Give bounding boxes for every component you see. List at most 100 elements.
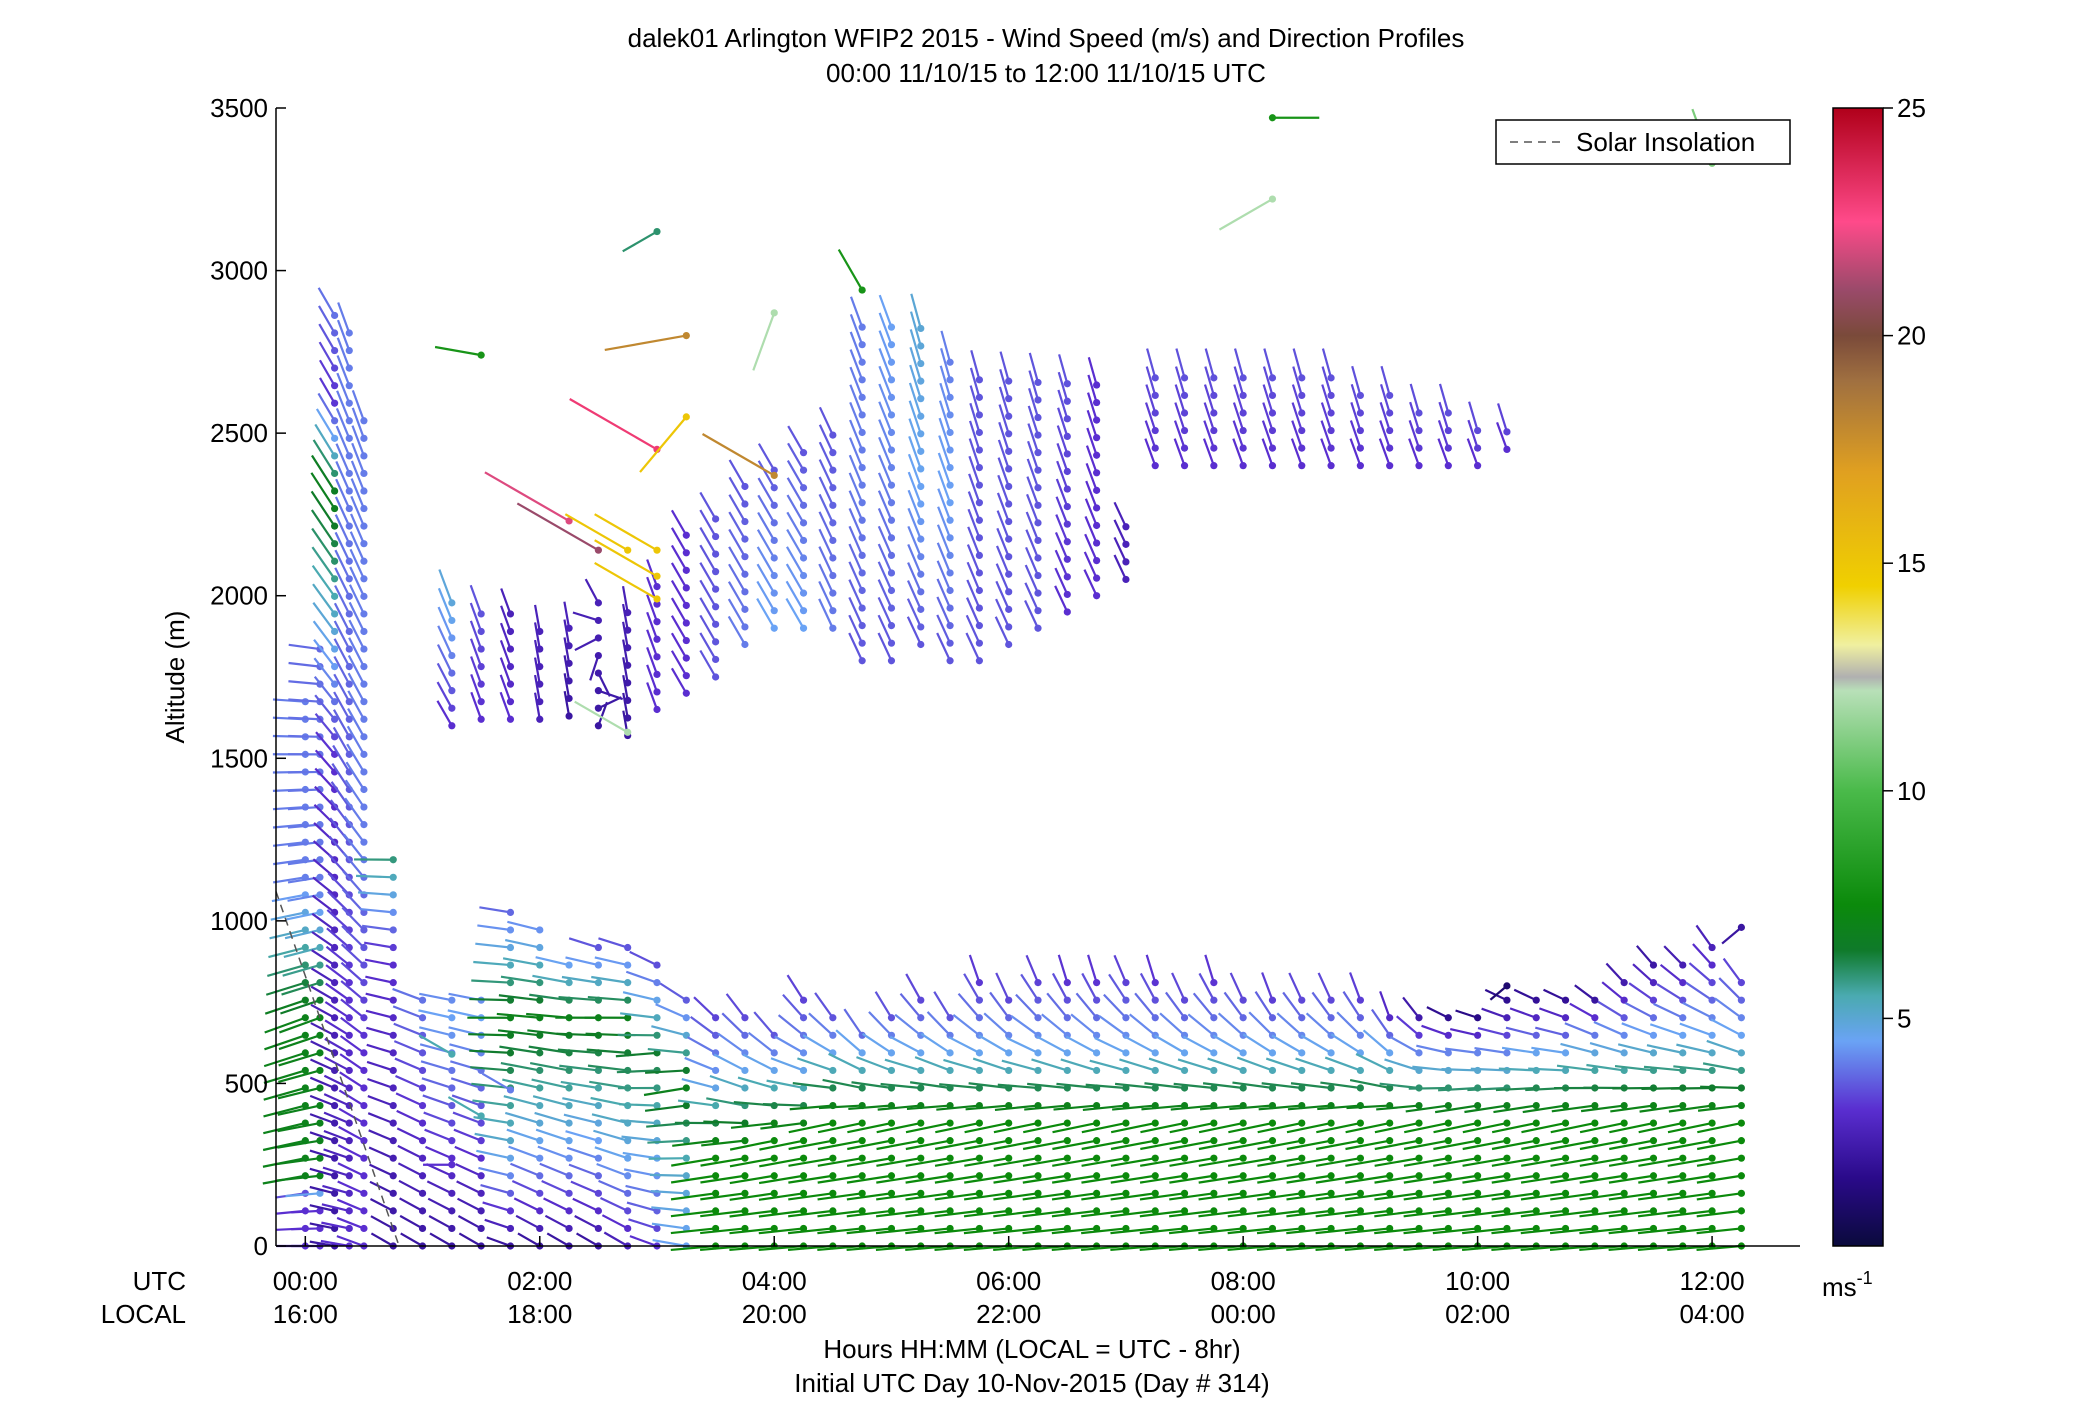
wind-barb-shaft [309, 1149, 335, 1160]
wind-barb-point [1298, 1014, 1306, 1022]
wind-barb-shaft [1481, 1007, 1508, 1019]
wind-barb-shaft [920, 1032, 951, 1054]
wind-barb-shaft [322, 1184, 350, 1195]
wind-barb-shaft [1015, 993, 1039, 1019]
wind-barb-shaft [476, 1149, 511, 1160]
wind-barb-shaft [1721, 926, 1743, 945]
wind-barb-shaft [963, 1227, 1009, 1235]
wind-barb-point [712, 585, 720, 593]
wind-barb-point [506, 1031, 515, 1039]
wind-barb-shaft [1379, 990, 1391, 1019]
wind-barb-point [506, 1137, 515, 1145]
wind-barb-shaft [1006, 1037, 1039, 1054]
wind-barb-point [1063, 467, 1071, 476]
wind-barb-shaft [331, 763, 351, 791]
wind-barb-shaft [993, 1227, 1039, 1235]
wind-barb-shaft [323, 1148, 350, 1160]
wind-barb-point [594, 1189, 602, 1197]
wind-barb-point [418, 996, 427, 1004]
wind-barb-shaft [877, 632, 893, 662]
wind-barb-shaft [1286, 1227, 1332, 1235]
wind-barb-shaft [398, 1179, 424, 1195]
y-tick-label: 2500 [210, 418, 268, 448]
wind-barb-point [1503, 445, 1511, 453]
wind-barb-shaft [876, 1174, 921, 1184]
wind-barb-shaft [470, 1066, 511, 1072]
wind-barb-point [1708, 979, 1716, 987]
wind-barb-point [799, 607, 808, 615]
wind-barb-shaft [967, 508, 981, 539]
wind-barb-shaft [557, 1048, 599, 1054]
wind-barb-point [594, 1101, 602, 1110]
wind-barb-point [1151, 979, 1159, 987]
wind-barb-point [1356, 1119, 1364, 1127]
wind-barb-shaft [1550, 1174, 1596, 1184]
wind-barb-point [506, 1066, 515, 1075]
wind-barb-point [345, 662, 353, 671]
wind-barb-shaft [1199, 1104, 1244, 1111]
wind-barb-shaft [622, 230, 658, 253]
wind-barb-shaft [1027, 405, 1040, 436]
wind-barb-shaft [336, 390, 351, 422]
wind-barb-point [506, 908, 515, 917]
wind-barb-point [331, 346, 339, 355]
wind-barb-shaft [318, 305, 336, 334]
wind-barb-shaft [877, 614, 893, 644]
wind-barb-point [1005, 996, 1013, 1004]
wind-barb-shaft [699, 597, 717, 625]
wind-barb-shaft [1081, 1174, 1127, 1184]
wind-barb-point [1268, 444, 1277, 452]
wind-barb-point [418, 1101, 427, 1110]
wind-barb-shaft [369, 1180, 394, 1195]
wind-barb-shaft [325, 982, 350, 1002]
wind-barb-point [331, 487, 339, 495]
wind-barb-point [653, 583, 661, 591]
wind-barb-shaft [849, 349, 864, 381]
wind-barb-shaft [1024, 564, 1040, 594]
wind-barb-point [1093, 1172, 1101, 1180]
wind-barb-point [946, 1014, 954, 1022]
wind-barb-shaft [1262, 366, 1274, 396]
wind-barb-shaft [786, 494, 805, 524]
wind-barb-point [770, 484, 778, 492]
wind-barb-shaft [788, 1157, 834, 1167]
wind-barb-shaft [993, 1209, 1039, 1218]
wind-barb-point [316, 856, 324, 864]
wind-barb-point [331, 469, 339, 478]
wind-barb-point [345, 487, 353, 495]
wind-barb-shaft [396, 1127, 424, 1142]
wind-barb-shaft [284, 928, 321, 940]
wind-barb-point [887, 657, 896, 665]
wind-barb-shaft [1371, 1008, 1391, 1036]
wind-barb-point [360, 557, 368, 565]
wind-barb-shaft [329, 799, 351, 826]
wind-barb-shaft [1028, 387, 1040, 418]
wind-barb-shaft [1203, 402, 1215, 431]
wind-barb-point [1122, 1189, 1130, 1197]
wind-barb-point [712, 568, 720, 576]
wind-barb-shaft [1198, 1174, 1244, 1184]
wind-barb-point [1386, 1137, 1394, 1145]
wind-barb-point [1327, 1066, 1335, 1075]
wind-barb-point [301, 961, 309, 969]
wind-barb-shaft [572, 1197, 599, 1212]
wind-barb-shaft [469, 638, 483, 667]
wind-barb-shaft [1345, 1174, 1390, 1184]
wind-barb-shaft [1491, 1192, 1537, 1201]
wind-barb-point [345, 698, 353, 706]
wind-barb-shaft [837, 249, 864, 291]
wind-barb-shaft [1520, 1192, 1566, 1201]
wind-barb-shaft [877, 472, 893, 504]
wind-barb-shaft [1212, 1034, 1244, 1054]
wind-barb-point [1356, 1084, 1364, 1092]
wind-barb-shaft [782, 993, 805, 1019]
wind-barb-shaft [1668, 1104, 1713, 1113]
x-tick-label-utc: 02:00 [507, 1266, 572, 1296]
wind-barb-point [345, 733, 353, 741]
wind-barb-point [1268, 374, 1277, 382]
wind-barb-shaft [341, 925, 365, 949]
wind-barb-shaft [267, 964, 306, 977]
wind-barb-point [1034, 1172, 1042, 1180]
wind-barb-point [712, 1101, 720, 1110]
